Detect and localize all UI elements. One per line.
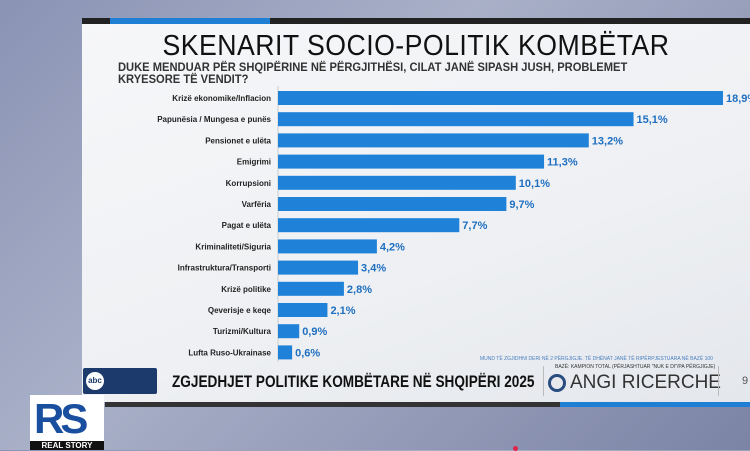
value-label: 9,7% (509, 199, 534, 211)
page-number: 9 (742, 375, 749, 387)
value-label: 13,2% (592, 135, 623, 147)
channel-logo-letters: RS (34, 395, 88, 442)
category-label: Krizë ekonomike/Inflacion (172, 94, 271, 103)
bar (278, 218, 460, 233)
footer-title: ZGJEDHJET POLITIKE KOMBËTARE NË SHQIPËRI… (172, 372, 535, 391)
value-label: 3,4% (361, 263, 386, 275)
abc-logo: abc (86, 372, 104, 390)
category-label: Kriminaliteti/Siguria (195, 242, 271, 251)
bar (278, 303, 328, 317)
bottom-bar-accent (560, 402, 750, 407)
value-label: 0,6% (295, 347, 320, 359)
bar (278, 175, 516, 190)
divider (543, 366, 544, 396)
bar (278, 260, 359, 275)
category-label: Pagat e ulëta (222, 221, 272, 230)
top-bar (82, 18, 750, 24)
category-label: Krizë politike (221, 285, 271, 294)
category-label: Infrastruktura/Transporti (178, 264, 271, 273)
bottom-bar (105, 402, 560, 407)
channel-logo: RS REAL STORY (30, 395, 104, 450)
chart-subtitle: DUKE MENDUAR PËR SHQIPËRINE NË PËRGJITHË… (118, 60, 628, 86)
value-label: 2,8% (347, 284, 372, 296)
divider (718, 366, 719, 396)
bar (278, 112, 634, 127)
category-label: Papunësia / Mungesa e punës (157, 115, 271, 124)
top-bar-accent (110, 18, 270, 24)
chart-title: SKENARIT SOCIO-POLITIK KOMBËTAR (162, 30, 670, 62)
pollster-logo: ANGI RICERCHE (548, 372, 721, 394)
category-label: Pensionet e ulëta (205, 136, 271, 145)
value-label: 11,3% (547, 157, 578, 169)
bar (278, 154, 545, 169)
bar (278, 239, 377, 254)
bar (278, 324, 300, 339)
category-label: Qeverisje e keqe (208, 306, 272, 315)
value-label: 18,9% (726, 93, 750, 105)
value-label: 15,1% (637, 114, 668, 126)
bar (278, 345, 293, 360)
bar (278, 133, 589, 148)
category-label: Korrupsioni (226, 179, 271, 188)
channel-name: REAL STORY (30, 441, 104, 450)
category-label: Varfëria (242, 200, 272, 209)
pollster-name: ANGI RICERCHE (570, 372, 721, 393)
angi-logo-icon (548, 374, 566, 392)
bar (278, 281, 344, 296)
footnote-base: BAZË: KAMPION TOTAL (PËRJASHTUAR "NUK E … (555, 364, 716, 370)
red-dot (513, 446, 518, 451)
category-label: Turizmi/Kultura (213, 327, 272, 336)
value-label: 2,1% (330, 305, 355, 317)
value-label: 0,9% (302, 326, 327, 338)
bar (278, 91, 723, 105)
value-label: 10,1% (519, 178, 550, 190)
category-label: Lufta Ruso-Ukrainase (188, 348, 271, 357)
category-label: Emigrimi (237, 158, 271, 167)
value-label: 7,7% (462, 220, 487, 232)
bar (278, 197, 507, 211)
footnote-answers: MUND TË ZGJIDHNI DERI NË 2 PËRGJIGJE. TË… (480, 356, 713, 362)
abc-news-badge: abc (83, 368, 157, 394)
value-label: 4,2% (380, 241, 405, 253)
